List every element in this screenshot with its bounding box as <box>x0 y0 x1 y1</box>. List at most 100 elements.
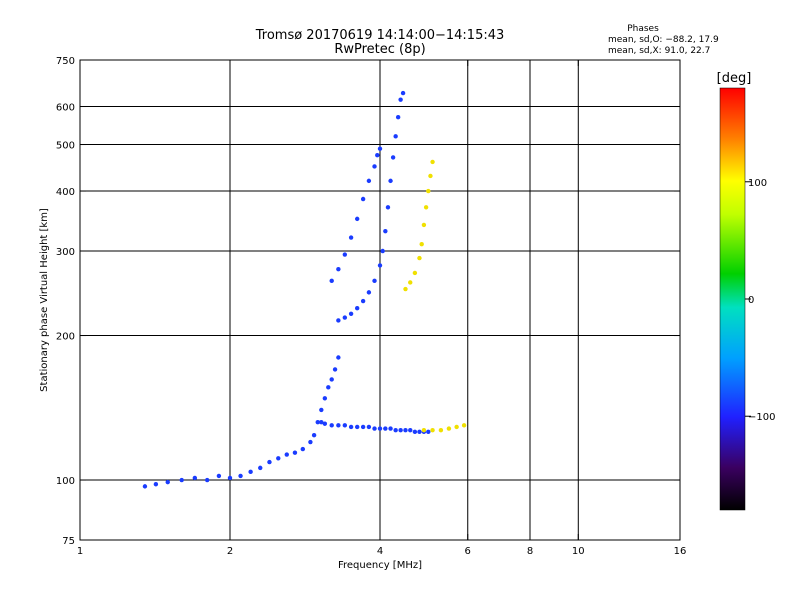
data-point <box>419 241 424 247</box>
data-point <box>179 477 184 483</box>
data-points <box>142 90 467 489</box>
data-point <box>322 421 328 426</box>
data-point <box>142 484 148 489</box>
data-point <box>377 146 383 151</box>
data-point <box>375 153 380 158</box>
data-point <box>165 479 170 485</box>
data-point <box>292 450 298 455</box>
y-tick-label: 300 <box>56 247 75 258</box>
data-point <box>430 159 435 165</box>
data-point <box>393 428 398 433</box>
data-point <box>428 173 433 179</box>
data-point <box>360 196 366 202</box>
data-point <box>354 306 360 311</box>
grid-lines <box>80 60 680 540</box>
data-point <box>417 429 422 435</box>
data-point <box>372 278 377 284</box>
data-point <box>322 396 328 401</box>
data-point <box>238 473 243 479</box>
data-point <box>348 311 354 316</box>
colorbar-ticks: 100 0 −100 <box>745 178 775 423</box>
data-point <box>454 424 459 430</box>
x-axis-label: Frequency [MHz] <box>338 560 422 571</box>
y-tick-label: 200 <box>56 332 75 343</box>
x-tick-label: 10 <box>572 546 585 557</box>
data-point <box>342 252 348 257</box>
chart-title: Tromsø 20170619 14:14:00−14:15:43 <box>255 28 505 43</box>
data-point <box>426 429 431 435</box>
data-point <box>426 188 431 194</box>
data-point <box>366 424 372 430</box>
data-point <box>227 475 233 481</box>
data-point <box>342 315 348 320</box>
data-point <box>308 439 313 445</box>
data-point <box>267 459 272 465</box>
colorbar-tick-label: 0 <box>748 295 754 306</box>
y-tick-label: 75 <box>62 536 75 547</box>
data-point <box>438 428 444 433</box>
data-point <box>204 477 210 483</box>
x-tick-label: 1 <box>77 546 83 557</box>
data-point <box>315 419 320 425</box>
data-point <box>372 426 377 431</box>
data-point <box>395 115 401 120</box>
data-point <box>329 278 334 284</box>
y-axis-label: Stationary phase Virtual Height [km] <box>39 208 50 392</box>
y-tick-label: 100 <box>56 476 75 487</box>
data-point <box>276 456 281 461</box>
data-point <box>390 155 396 160</box>
y-tick-label: 750 <box>56 56 75 67</box>
data-point <box>336 355 341 360</box>
data-point <box>216 473 222 479</box>
data-point <box>383 228 388 234</box>
x-tick-label: 4 <box>377 546 383 557</box>
data-point <box>300 446 306 452</box>
data-point <box>319 419 324 425</box>
data-point <box>192 475 198 481</box>
data-point <box>354 216 360 222</box>
data-point <box>408 280 413 285</box>
phases-o-stats: mean, sd,O: −88.2, 17.9 <box>608 35 719 45</box>
data-point <box>423 205 429 210</box>
data-point <box>360 298 366 304</box>
data-point <box>329 377 334 382</box>
colorbar-tick-label: 100 <box>748 178 767 189</box>
data-point <box>336 423 341 428</box>
data-point <box>403 286 408 292</box>
data-point <box>332 367 338 372</box>
data-point <box>393 134 398 139</box>
data-point <box>461 423 467 428</box>
data-point <box>421 222 427 228</box>
data-point <box>403 428 408 433</box>
phases-heading: Phases <box>627 24 659 34</box>
y-tick-label: 400 <box>56 187 75 198</box>
data-point <box>388 178 393 184</box>
y-tick-label: 500 <box>56 141 75 152</box>
data-point <box>408 428 413 433</box>
x-tick-label: 8 <box>527 546 533 557</box>
data-point <box>366 178 372 184</box>
data-point <box>446 426 452 431</box>
data-point <box>348 424 354 430</box>
data-point <box>153 482 159 487</box>
data-point <box>385 205 391 210</box>
data-point <box>372 164 377 169</box>
data-point <box>412 270 418 276</box>
data-point <box>248 469 253 475</box>
data-point <box>377 426 383 431</box>
data-point <box>284 452 289 457</box>
x-tick-label: 16 <box>674 546 687 557</box>
data-point <box>342 423 348 428</box>
x-tick-label: 2 <box>227 546 233 557</box>
phases-x-stats: mean, sd,X: 91.0, 22.7 <box>608 46 710 56</box>
data-point <box>417 255 422 261</box>
colorbar <box>719 87 746 511</box>
data-point <box>319 407 324 413</box>
colorbar-tick-label: −100 <box>748 412 775 423</box>
data-point <box>430 428 435 433</box>
data-point <box>377 263 383 268</box>
data-point <box>326 385 331 390</box>
x-tick-label: 6 <box>465 546 471 557</box>
data-point <box>380 248 385 254</box>
